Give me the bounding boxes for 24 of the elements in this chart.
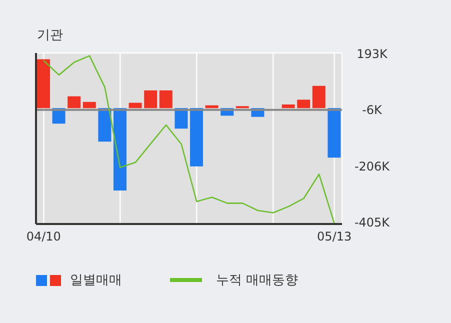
- bar: [82, 102, 96, 108]
- y-tick-label: -6K: [362, 103, 384, 118]
- y-tick-label: -206K: [354, 159, 391, 174]
- y-tick-label: -405K: [354, 215, 391, 230]
- bar: [174, 108, 188, 129]
- line-series: [43, 55, 335, 224]
- bar: [37, 59, 50, 108]
- bar: [98, 108, 112, 142]
- bar: [328, 108, 341, 158]
- y-tick-label: 193K: [356, 47, 389, 62]
- bar: [114, 108, 126, 191]
- legend-label: 일별매매: [70, 273, 122, 288]
- chart-title: 기관: [37, 27, 63, 44]
- bar: [312, 86, 326, 108]
- legend-label: 누적 매매동향: [216, 273, 298, 288]
- x-tick-label: 04/10: [26, 230, 61, 244]
- bar: [190, 108, 203, 166]
- x-tick-label: 05/13: [317, 230, 352, 244]
- bar: [144, 90, 158, 108]
- bar: [297, 100, 310, 108]
- bar: [282, 104, 295, 108]
- bar: [128, 102, 142, 108]
- bar: [159, 90, 172, 108]
- bar: [68, 96, 81, 108]
